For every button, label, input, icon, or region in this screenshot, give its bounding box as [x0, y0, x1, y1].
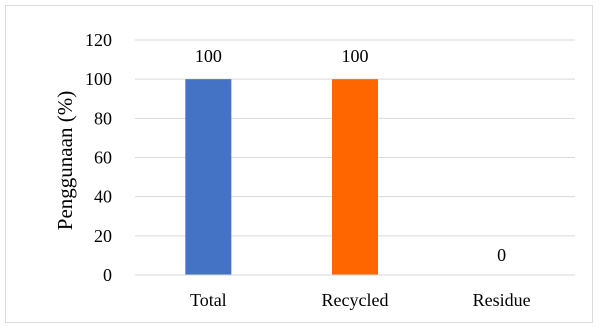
data-label-residue: 0: [497, 245, 506, 265]
y-tick-label: 40: [94, 187, 112, 207]
y-axis-label: Penggunaan (%): [53, 91, 77, 230]
y-tick-label: 80: [94, 108, 112, 128]
x-tick-label-recycled: Recycled: [322, 290, 389, 310]
x-tick-label-residue: Residue: [473, 290, 531, 310]
data-label-total: 100: [195, 46, 222, 66]
data-labels: 100 100 0: [195, 46, 506, 265]
y-tick-label: 20: [94, 226, 112, 246]
y-axis-ticks: 0 20 40 60 80 100 120: [85, 30, 112, 285]
y-tick-label: 0: [103, 265, 112, 285]
chart-frame: [5, 5, 593, 323]
x-tick-label-total: Total: [190, 290, 227, 310]
bar-recycled: [332, 79, 378, 276]
bar-total: [185, 79, 232, 276]
x-axis-ticks: Total Recycled Residue: [190, 290, 531, 310]
y-tick-label: 100: [85, 69, 112, 89]
y-tick-label: 120: [85, 30, 112, 50]
data-label-recycled: 100: [342, 46, 369, 66]
bars: [185, 79, 378, 276]
y-tick-label: 60: [94, 148, 112, 168]
